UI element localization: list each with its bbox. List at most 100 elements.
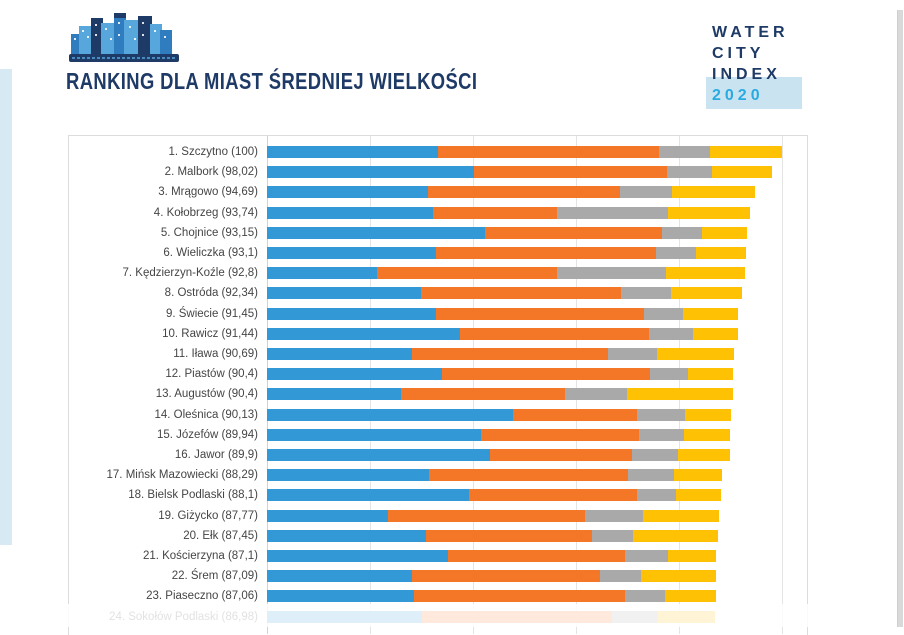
chart-rows: 1. Szczytno (100) 2. Malbork (98,02) 3. Mr…	[69, 136, 807, 634]
bar-segment-orange	[414, 590, 626, 603]
stacked-bar	[267, 226, 747, 239]
chart-row: 6. Wieliczka (93,1)	[69, 243, 807, 263]
bar-segment-gray	[620, 287, 671, 300]
chart-row: 13. Augustów (90,4)	[69, 384, 807, 404]
bar-segment-orange	[460, 327, 649, 340]
stacked-bar	[267, 509, 720, 522]
bar-segment-blue	[267, 529, 427, 542]
chart-row: 2. Malbork (98,02)	[69, 162, 807, 182]
bar-segment-blue	[267, 590, 415, 603]
ranking-chart: 1. Szczytno (100) 2. Malbork (98,02) 3. Mr…	[68, 135, 808, 635]
chart-row: 3. Mrągowo (94,69)	[69, 182, 807, 202]
row-label: 5. Chojnice (93,15)	[160, 226, 258, 239]
bar-segment-orange	[468, 489, 637, 502]
stacked-bar	[267, 590, 716, 603]
bar-segment-gray	[599, 570, 642, 583]
bar-segment-gray	[625, 590, 665, 603]
bar-segment-orange	[428, 469, 628, 482]
bar-segment-gray	[637, 408, 686, 421]
gridline	[679, 136, 680, 634]
bar-segment-gray	[592, 529, 633, 542]
bar-segment-blue	[267, 469, 429, 482]
gridline	[576, 136, 577, 634]
brand-word-city: CITY	[712, 45, 765, 62]
chart-gridlines	[267, 136, 808, 634]
brand-word-index: INDEX	[712, 66, 781, 83]
bar-segment-yellow	[656, 348, 735, 360]
stacked-bar	[267, 529, 718, 542]
stacked-bar	[267, 146, 782, 158]
row-label: 22. Śrem (87,09)	[171, 570, 258, 583]
bar-segment-orange	[435, 247, 657, 259]
bar-segment-yellow	[641, 570, 716, 583]
bar-segment-gray	[557, 206, 669, 219]
stacked-bar	[267, 206, 750, 219]
bar-segment-yellow	[664, 590, 716, 603]
bar-segment-yellow	[632, 529, 718, 542]
row-label: 10. Rawicz (91,44)	[162, 327, 258, 340]
row-label: 11. Iława (90,69)	[173, 348, 258, 360]
page-edge-accent	[0, 69, 12, 545]
brand-year: 2020	[712, 87, 764, 104]
stacked-bar	[267, 287, 743, 300]
bar-segment-yellow	[696, 247, 747, 259]
gridline	[473, 136, 474, 634]
stacked-bar	[267, 388, 733, 401]
row-label: 12. Piastów (90,4)	[165, 368, 258, 381]
stacked-bar	[267, 348, 735, 360]
gridline	[370, 136, 371, 634]
bar-segment-gray	[624, 550, 668, 562]
bar-segment-gray	[656, 247, 697, 259]
bar-segment-orange	[480, 428, 640, 441]
chart-row: 12. Piastów (90,4)	[69, 364, 807, 384]
row-label: 6. Wieliczka (93,1)	[163, 247, 258, 259]
bar-segment-orange	[412, 348, 608, 360]
bar-segment-gray	[632, 449, 678, 461]
bar-segment-orange	[437, 146, 660, 158]
bar-segment-gray	[659, 146, 711, 158]
bar-segment-gray	[666, 166, 713, 179]
chart-row: 20. Ełk (87,45)	[69, 526, 807, 546]
stacked-bar	[267, 469, 722, 482]
bar-segment-blue	[267, 166, 475, 179]
chart-row: 21. Kościerzyna (87,1)	[69, 546, 807, 566]
page-title: RANKING DLA MIAST ŚREDNIEJ WIELKOŚCI	[66, 68, 478, 94]
bar-segment-gray	[648, 327, 694, 340]
chart-row: 19. Giżycko (87,77)	[69, 506, 807, 526]
bar-segment-yellow	[712, 166, 772, 179]
row-label: 15. Józefów (89,94)	[156, 428, 258, 441]
bar-segment-orange	[377, 267, 557, 280]
bar-segment-blue	[267, 509, 389, 522]
bar-segment-gray	[556, 267, 667, 280]
stacked-bar	[267, 327, 738, 340]
bar-segment-orange	[428, 186, 620, 199]
row-label: 17. Mińsk Mazowiecki (88,29)	[106, 469, 258, 482]
scrollbar[interactable]	[897, 10, 903, 627]
bar-segment-yellow	[693, 327, 738, 340]
bar-segment-blue	[267, 489, 469, 502]
bar-segment-orange	[513, 408, 638, 421]
bar-segment-orange	[412, 570, 600, 583]
bar-segment-blue	[267, 570, 413, 583]
chart-row: 4. Kołobrzeg (93,74)	[69, 203, 807, 223]
chart-row: 16. Jawor (89,9)	[69, 445, 807, 465]
bar-segment-orange	[484, 226, 662, 239]
bar-segment-gray	[643, 307, 684, 320]
bar-segment-gray	[584, 509, 643, 522]
bar-segment-blue	[267, 327, 461, 340]
row-label: 3. Mrągowo (94,69)	[158, 186, 258, 199]
chart-row: 22. Śrem (87,09)	[69, 566, 807, 586]
brand-word-water: WATER	[712, 24, 789, 41]
bar-segment-orange	[474, 166, 667, 179]
bar-segment-gray	[649, 368, 688, 381]
chart-row: 9. Świecie (91,45)	[69, 304, 807, 324]
bar-segment-yellow	[627, 388, 733, 401]
bar-segment-yellow	[642, 509, 720, 522]
bar-segment-blue	[267, 206, 433, 219]
chart-row: 10. Rawicz (91,44)	[69, 324, 807, 344]
chart-row: 17. Mińsk Mazowiecki (88,29)	[69, 465, 807, 485]
bar-segment-yellow	[670, 287, 743, 300]
bar-segment-yellow	[710, 146, 782, 158]
stacked-bar	[267, 307, 739, 320]
